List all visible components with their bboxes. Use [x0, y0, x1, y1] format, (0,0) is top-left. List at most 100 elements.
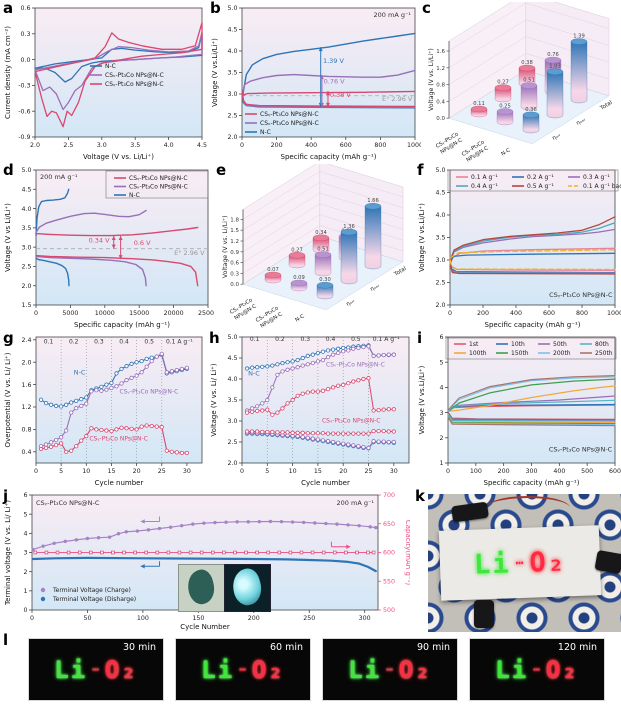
svg-text:300: 300	[359, 615, 371, 622]
svg-text:0.0: 0.0	[230, 282, 239, 288]
svg-text:20: 20	[133, 468, 141, 475]
svg-text:0: 0	[240, 468, 244, 475]
svg-text:100th: 100th	[469, 350, 487, 357]
svg-text:0.27: 0.27	[497, 80, 509, 86]
svg-text:3.5: 3.5	[227, 397, 237, 404]
inset-photo-device-glowing	[224, 564, 271, 612]
svg-text:Specific capacity (mAh g⁻¹): Specific capacity (mAh g⁻¹)	[281, 153, 377, 161]
svg-text:4.0: 4.0	[164, 142, 174, 149]
time-label: 30 min	[122, 642, 156, 653]
svg-text:700: 700	[383, 492, 395, 499]
overpotential-cycle-chart: 0 5 10 15 20 25 30 0.4 0.8 1.2 1.6 2.0 2.4 Cycle numb…	[4, 336, 203, 487]
svg-text:0.30: 0.30	[319, 277, 331, 283]
svg-text:20000: 20000	[164, 310, 184, 317]
led-dots: ⋯	[92, 663, 100, 676]
panel-letter-c: c	[422, 0, 431, 17]
panel-letter-e: e	[216, 161, 227, 179]
svg-text:200 mA g⁻¹: 200 mA g⁻¹	[374, 11, 412, 19]
battery-pack-photo: Li ⋯ O₂	[428, 494, 621, 632]
svg-text:800: 800	[576, 310, 588, 317]
svg-text:600: 600	[543, 310, 555, 317]
svg-text:0: 0	[34, 310, 38, 317]
svg-text:3.5: 3.5	[130, 142, 140, 149]
svg-text:4.5: 4.5	[227, 27, 237, 34]
led-text-li: Li	[348, 655, 382, 684]
svg-text:15: 15	[314, 468, 322, 475]
svg-text:0.4: 0.4	[21, 449, 31, 456]
panel-letter-k: k	[415, 487, 425, 505]
svg-text:3.5: 3.5	[227, 70, 237, 77]
svg-text:100: 100	[470, 468, 482, 475]
svg-text:80th: 80th	[595, 341, 609, 348]
svg-text:3.0: 3.0	[227, 91, 237, 98]
svg-text:2.0: 2.0	[21, 283, 31, 290]
svg-text:0.6: 0.6	[20, 5, 30, 12]
svg-text:ηₒₑᵣ: ηₒₑᵣ	[369, 282, 381, 292]
svg-text:650: 650	[383, 521, 395, 528]
svg-text:Cycle Number: Cycle Number	[180, 623, 230, 631]
svg-text:4.5: 4.5	[227, 355, 237, 362]
svg-text:CSᵥ-Pt₃Co NPs@N-C: CSᵥ-Pt₃Co NPs@N-C	[105, 72, 164, 79]
voltage-capacity-chart: 0 200 400 600 800 1000 2.0 2.5 3.0 3.5 4.0 4.5 5.0 Sp…	[211, 5, 421, 161]
svg-text:0.0: 0.0	[20, 57, 30, 64]
svg-text:4.0: 4.0	[21, 206, 31, 213]
svg-text:2: 2	[23, 569, 27, 576]
svg-text:2.0: 2.0	[435, 302, 445, 309]
svg-text:Specific capacity (mAh g⁻¹): Specific capacity (mAh g⁻¹)	[484, 479, 580, 487]
led-text-li: Li	[54, 655, 88, 684]
svg-text:500: 500	[383, 607, 395, 614]
svg-text:0.8: 0.8	[436, 83, 445, 89]
svg-text:-0.9: -0.9	[18, 134, 30, 141]
svg-text:Voltage (V vs. Li/Li⁺): Voltage (V vs. Li/Li⁺)	[428, 48, 435, 111]
svg-text:Voltage (V vs. Li/Li⁺): Voltage (V vs. Li/Li⁺)	[83, 153, 154, 161]
svg-text:4.5: 4.5	[197, 142, 207, 149]
inset-photo-device-off	[178, 564, 225, 612]
svg-text:1.66: 1.66	[367, 198, 379, 204]
svg-text:E° 2.96 V: E° 2.96 V	[174, 249, 205, 257]
svg-text:10: 10	[289, 468, 297, 475]
svg-text:20: 20	[339, 468, 347, 475]
svg-text:Cycle number: Cycle number	[95, 479, 144, 487]
rate-profiles-chart: 0 200 400 600 800 1000 2.0 2.5 3.0 3.5 4.0 4.5 5.0 Sp…	[418, 167, 621, 329]
svg-text:200 mA g⁻¹: 200 mA g⁻¹	[337, 499, 375, 507]
svg-text:Terminal Voltage (Disharge): Terminal Voltage (Disharge)	[52, 596, 136, 603]
svg-text:0.1 A g⁻¹ back: 0.1 A g⁻¹ back	[583, 183, 621, 190]
svg-text:200th: 200th	[553, 350, 571, 357]
svg-text:ηₒᵣᵣ: ηₒᵣᵣ	[345, 298, 356, 308]
svg-text:3.0: 3.0	[227, 418, 237, 425]
svg-text:CSᵧ-Pt₃Co NPs@N-C: CSᵧ-Pt₃Co NPs@N-C	[549, 291, 613, 299]
svg-text:10000: 10000	[95, 310, 115, 317]
svg-text:400: 400	[553, 468, 565, 475]
panel-j: j 0 50 100 150 200 250 300 0 1 2 3 4 5 6 500 550 600 650 7…	[2, 487, 410, 632]
panel-letter-j: j	[3, 487, 9, 505]
svg-text:150: 150	[192, 615, 204, 622]
panel-letter-b: b	[210, 0, 221, 17]
panel-c: c 0.0 0.4 0.8 1.2 1.6 Voltage (V vs. Li/Li⁺) 1…	[421, 0, 621, 163]
svg-text:0.5: 0.5	[144, 339, 154, 346]
svg-text:0.11: 0.11	[473, 101, 485, 107]
svg-text:2.0: 2.0	[227, 134, 237, 141]
svg-text:Cycle number: Cycle number	[301, 479, 350, 487]
svg-text:0.2: 0.2	[69, 339, 79, 346]
svg-text:25: 25	[365, 468, 373, 475]
svg-text:0.38: 0.38	[521, 60, 533, 66]
svg-text:0.5: 0.5	[351, 336, 361, 343]
photo-90min: Li ⋯ O₂ 90 min	[322, 638, 458, 701]
time-label: 60 min	[269, 642, 303, 653]
svg-text:3: 3	[23, 550, 27, 557]
svg-text:2.0: 2.0	[30, 142, 40, 149]
led-dots: ⋯	[239, 663, 247, 676]
svg-text:CSᵧ-Pt₃Co NPs@N-C: CSᵧ-Pt₃Co NPs@N-C	[549, 446, 613, 454]
svg-text:0.4: 0.4	[436, 99, 445, 105]
svg-text:5.0: 5.0	[227, 5, 237, 12]
svg-text:Current density (mA cm⁻²): Current density (mA cm⁻²)	[4, 26, 12, 119]
svg-text:2.4: 2.4	[21, 337, 31, 344]
led-text-li: Li	[473, 547, 512, 581]
time-label: 120 min	[557, 642, 597, 653]
panel-e: e 0.0 0.3 0.6 0.9 1.2 1.5 1.8 Voltage (V vs. Li…	[215, 161, 415, 330]
svg-text:150th: 150th	[511, 350, 529, 357]
photo-120min: Li ⋯ O₂ 120 min	[469, 638, 605, 701]
svg-text:0.76 V: 0.76 V	[324, 78, 346, 86]
